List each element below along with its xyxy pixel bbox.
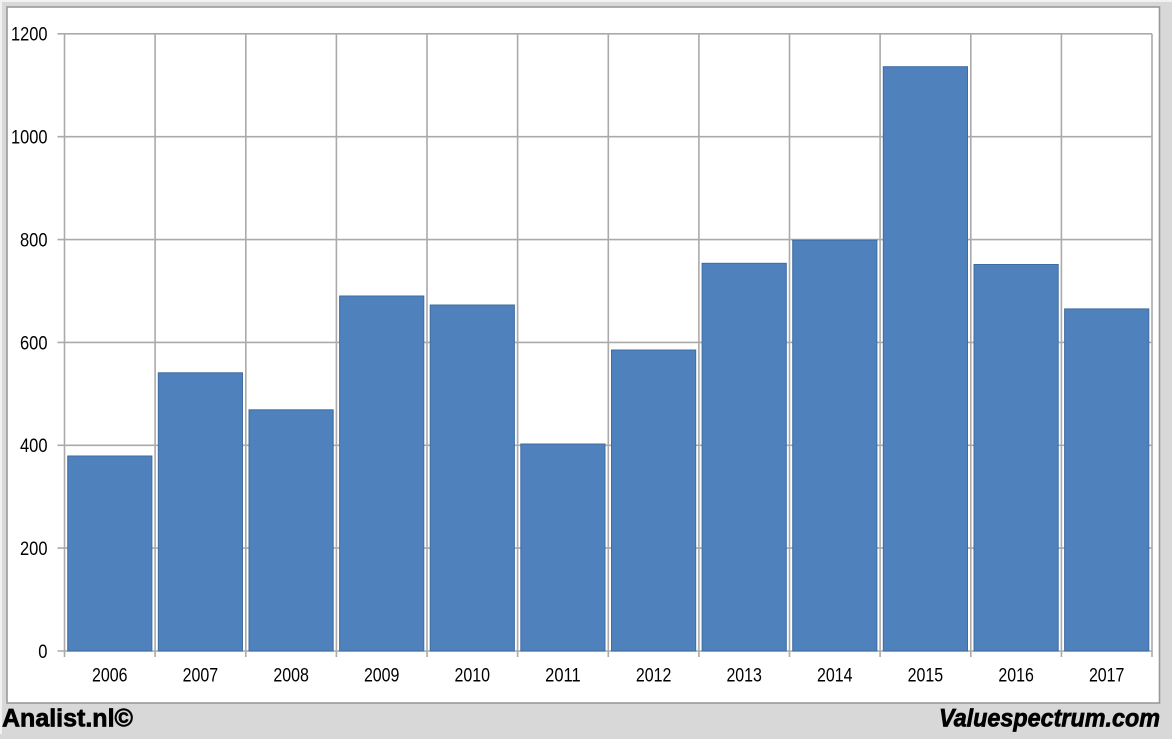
svg-text:2010: 2010 bbox=[455, 666, 491, 687]
svg-text:1200: 1200 bbox=[11, 25, 48, 46]
svg-text:2008: 2008 bbox=[273, 666, 309, 687]
svg-text:2016: 2016 bbox=[998, 666, 1034, 687]
svg-text:Valuespectrum.com: Valuespectrum.com bbox=[939, 705, 1160, 733]
svg-text:400: 400 bbox=[20, 436, 48, 457]
svg-text:0: 0 bbox=[38, 642, 47, 663]
svg-text:2017: 2017 bbox=[1089, 666, 1125, 687]
svg-text:600: 600 bbox=[20, 333, 48, 354]
svg-text:2009: 2009 bbox=[364, 666, 400, 687]
svg-text:2006: 2006 bbox=[92, 666, 128, 687]
svg-text:Analist.nl©: Analist.nl© bbox=[2, 705, 134, 733]
svg-text:200: 200 bbox=[20, 539, 48, 560]
svg-text:800: 800 bbox=[20, 231, 48, 252]
svg-text:2014: 2014 bbox=[817, 666, 853, 687]
svg-text:2011: 2011 bbox=[545, 666, 581, 687]
svg-text:2013: 2013 bbox=[726, 666, 762, 687]
svg-text:2012: 2012 bbox=[636, 666, 672, 687]
svg-text:2007: 2007 bbox=[183, 666, 219, 687]
svg-text:2015: 2015 bbox=[908, 666, 944, 687]
svg-text:1000: 1000 bbox=[11, 128, 48, 149]
